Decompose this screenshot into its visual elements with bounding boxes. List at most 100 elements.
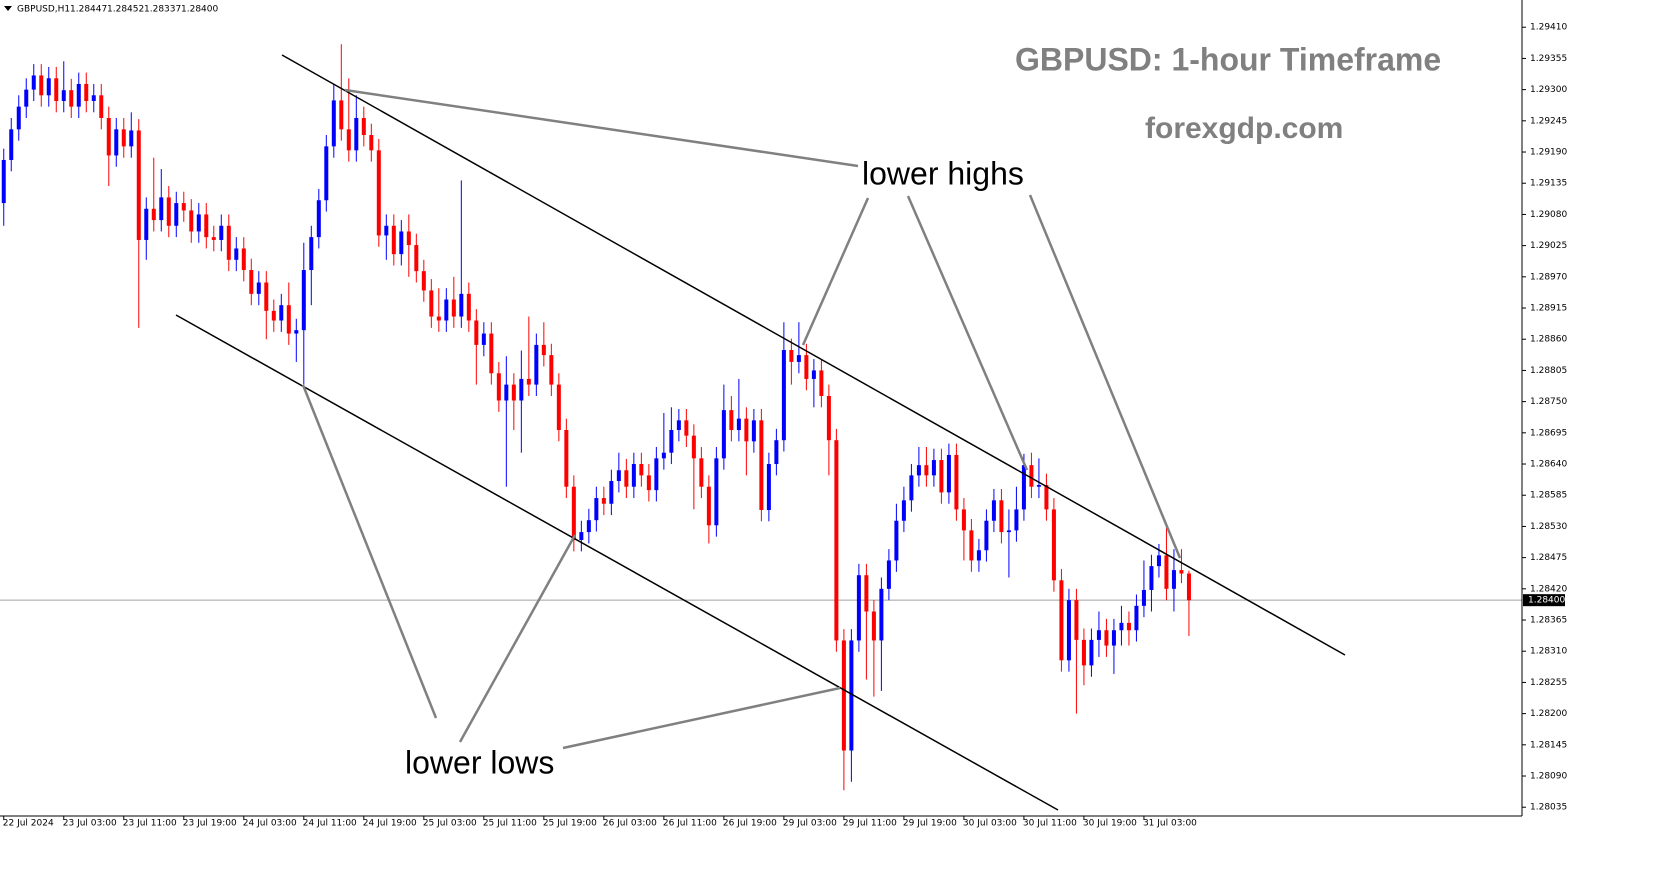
candle-body (991, 500, 996, 521)
candle-body (61, 90, 66, 101)
candle-body (856, 575, 861, 641)
menu-icon (4, 6, 12, 11)
y-tick-label: 1.29355 (1530, 54, 1567, 64)
candle-body (174, 203, 179, 226)
candle-body (31, 75, 36, 90)
y-tick-label: 1.29300 (1530, 85, 1567, 95)
candle-body (9, 129, 14, 160)
y-tick-label: 1.28090 (1530, 772, 1567, 782)
candle-body (1074, 600, 1079, 640)
x-tick-label: 30 Jul 19:00 (1083, 819, 1137, 829)
candle-body (586, 520, 591, 533)
candle-body (714, 458, 719, 526)
candle-body (1006, 530, 1011, 533)
y-tick-label: 1.28530 (1530, 522, 1567, 532)
candle-body (106, 117, 111, 156)
candle-body (999, 500, 1004, 533)
y-tick-label: 1.28255 (1530, 678, 1567, 688)
candle-body (159, 197, 164, 221)
ohlc-label: 1.28400 (181, 5, 218, 15)
candle-body (249, 270, 254, 294)
candle-body (361, 117, 366, 136)
candle-body (496, 373, 501, 401)
ohlc-label: 1.28452 (107, 5, 144, 15)
pointer-line (801, 197, 870, 346)
candle-body (864, 575, 869, 612)
candle-body (811, 370, 816, 379)
candle-body (376, 150, 381, 236)
candle-body (286, 305, 291, 334)
candle-body (219, 225, 224, 240)
candle-body (616, 470, 621, 482)
pointer-line (562, 686, 841, 750)
candle-body (301, 270, 306, 331)
candle-body (196, 214, 201, 232)
x-tick-label: 29 Jul 03:00 (783, 819, 837, 829)
candle-body (76, 83, 81, 107)
candle-body (826, 395, 831, 441)
candle-body (451, 299, 456, 317)
candle-body (466, 293, 471, 321)
candle-body (534, 344, 539, 385)
x-tick-label: 26 Jul 11:00 (663, 819, 717, 829)
candle-body (751, 420, 756, 442)
candle-body (1081, 639, 1086, 666)
candle-body (181, 203, 186, 211)
candle-body (969, 530, 974, 561)
candle-body (421, 271, 426, 291)
y-tick-label: 1.29410 (1530, 23, 1567, 33)
candle-body (1119, 622, 1124, 631)
chart-subtitle: forexgdp.com (1145, 112, 1343, 145)
y-tick-label: 1.29245 (1530, 116, 1567, 126)
x-tick-label: 23 Jul 03:00 (63, 819, 117, 829)
chart-title: GBPUSD: 1-hour Timeframe (1015, 41, 1441, 77)
candle-body (511, 384, 516, 401)
candle-body (946, 454, 951, 493)
y-tick-label: 1.28035 (1530, 803, 1567, 813)
upper-channel-line (281, 54, 1346, 656)
candle-body (69, 90, 74, 107)
y-tick-label: 1.28860 (1530, 335, 1567, 345)
candle-body (136, 130, 141, 240)
x-tick-label: 29 Jul 11:00 (843, 819, 897, 829)
candle-body (961, 509, 966, 531)
candle-body (909, 475, 914, 501)
candle-body (1, 159, 6, 204)
candle-body (931, 460, 936, 476)
candle-body (1051, 509, 1056, 581)
x-tick-label: 24 Jul 19:00 (363, 819, 417, 829)
y-tick-label: 1.28695 (1530, 428, 1567, 438)
candle-body (1029, 465, 1034, 487)
candle-body (1111, 630, 1116, 646)
candle-body (609, 481, 614, 504)
candle-body (211, 237, 216, 240)
candle-body (121, 129, 126, 147)
price-label: 1.28400 (1528, 596, 1565, 606)
candle-body (646, 475, 651, 491)
pointer-line (301, 384, 438, 719)
candle-body (894, 520, 899, 561)
candle-body (729, 410, 734, 430)
candle-body (1141, 589, 1146, 606)
candle-body (669, 429, 674, 453)
candle-body (54, 78, 59, 101)
candle-body (316, 200, 321, 238)
candle-body (766, 464, 771, 510)
candle-body (204, 214, 209, 238)
candle-body (399, 231, 404, 255)
candle-body (601, 498, 606, 504)
candle-body (459, 293, 464, 317)
candle-body (84, 83, 89, 101)
candle-body (346, 129, 351, 151)
candle-body (444, 299, 449, 321)
candle-body (624, 470, 629, 487)
candle-body (114, 129, 119, 156)
candle-body (129, 130, 134, 147)
candle-body (849, 640, 854, 751)
x-tick-label: 24 Jul 11:00 (303, 819, 357, 829)
candle-body (1179, 570, 1184, 574)
candle-body (1036, 485, 1041, 487)
y-tick-label: 1.28970 (1530, 272, 1567, 282)
candle-body (819, 370, 824, 396)
